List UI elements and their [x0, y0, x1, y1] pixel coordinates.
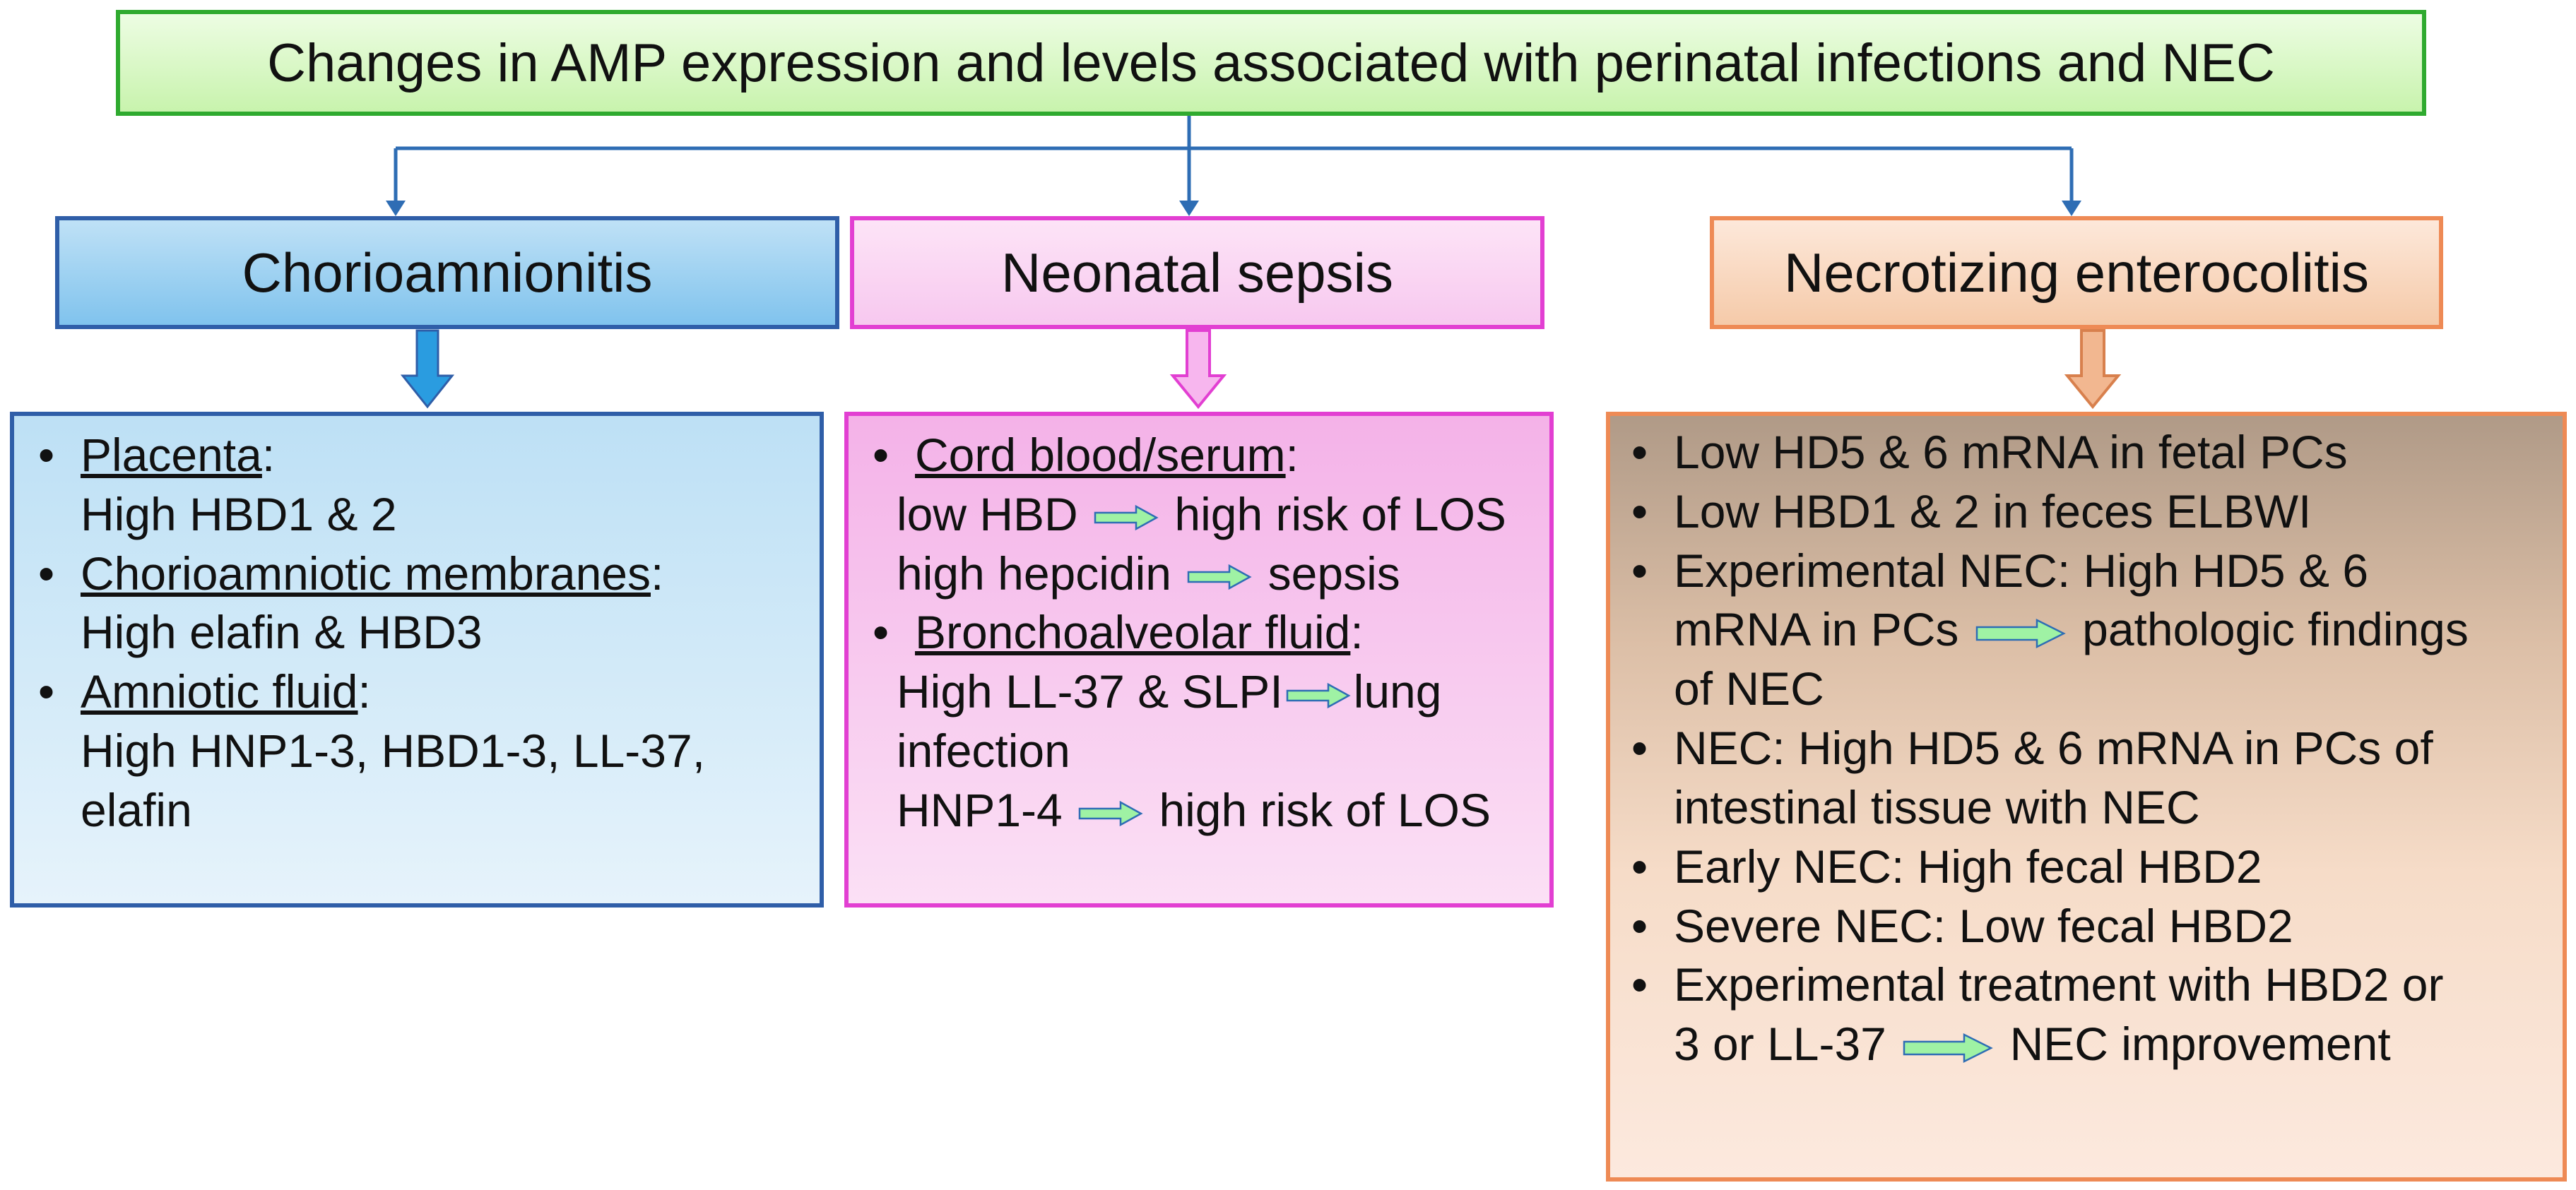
diagram-title: Changes in AMP expression and levels ass…: [116, 10, 2426, 116]
item-text: Severe NEC: Low fecal HBD2: [1674, 899, 2293, 952]
item-detail: 3 or LL-37 NEC improvement: [1627, 1015, 2553, 1074]
green-right-arrow-icon: [1078, 801, 1143, 827]
nec-down-arrow: [2064, 329, 2122, 410]
item-label: Amniotic fluid: [81, 665, 358, 718]
item-detail: elafin: [81, 783, 192, 836]
list-item: • Experimental treatment with HBD2 or: [1627, 956, 2553, 1015]
list-item: • Severe NEC: Low fecal HBD2: [1627, 897, 2553, 956]
green-right-arrow-icon: [1975, 618, 2066, 649]
detail-text: low HBD: [897, 487, 1078, 540]
list-item: • Experimental NEC: High HD5 & 6: [1627, 542, 2553, 601]
green-right-arrow-icon: [1903, 1033, 1994, 1063]
list-item: • Cord blood/serum:: [868, 426, 1537, 485]
connector-arrowheads: [386, 201, 2081, 216]
green-right-arrow-icon: [1188, 564, 1252, 590]
tree-connector: [394, 116, 2074, 205]
colon: :: [1285, 429, 1299, 481]
item-text: Low HD5 & 6 mRNA in fetal PCs: [1674, 426, 2348, 478]
list-item: • Bronchoalveolar fluid:: [868, 603, 1537, 662]
sepsis-down-arrow: [1169, 329, 1227, 410]
colon: :: [651, 547, 664, 600]
colon: :: [261, 429, 276, 481]
list-item: • Amniotic fluid:: [34, 662, 807, 722]
item-detail: infection: [897, 725, 1070, 778]
item-detail: High LL-37 & SLPI lung: [868, 662, 1537, 722]
neonatal-sepsis-header: Neonatal sepsis: [850, 216, 1544, 329]
detail-text: high risk of LOS: [1174, 487, 1506, 540]
item-detail: High HBD1 & 2: [81, 487, 397, 540]
detail-text: sepsis: [1268, 547, 1400, 600]
item-text: Low HBD1 & 2 in feces ELBWI: [1674, 484, 2312, 537]
detail-text: high hepcidin: [897, 547, 1171, 600]
item-detail: high hepcidin sepsis: [868, 545, 1537, 604]
detail-text: mRNA in PCs: [1674, 603, 1959, 656]
item-text: Experimental NEC: High HD5 & 6: [1674, 544, 2369, 597]
nec-header: Necrotizing enterocolitis: [1710, 216, 2443, 329]
bullet: •: [1631, 958, 1648, 1011]
item-text: NEC: High HD5 & 6 mRNA in PCs of: [1674, 722, 2433, 775]
bullet: •: [873, 606, 890, 659]
item-label: Placenta: [81, 429, 262, 481]
list-item: • Placenta:: [34, 426, 807, 485]
neonatal-sepsis-panel: • Cord blood/serum: low HBD high risk of…: [844, 412, 1554, 908]
bullet: •: [38, 429, 55, 481]
bullet: •: [1631, 426, 1648, 478]
green-right-arrow-icon: [1286, 682, 1351, 708]
bullet: •: [1631, 484, 1648, 537]
item-detail: low HBD high risk of LOS: [868, 485, 1537, 545]
detail-text: HNP1-4: [897, 783, 1063, 836]
bullet: •: [1631, 840, 1648, 893]
list-item: • NEC: High HD5 & 6 mRNA in PCs of: [1627, 719, 2553, 778]
item-detail: HNP1-4 high risk of LOS: [868, 781, 1537, 840]
bullet: •: [1631, 722, 1648, 775]
item-detail: of NEC: [1674, 662, 1824, 715]
item-label: Cord blood/serum: [915, 429, 1286, 481]
item-label: Chorioamniotic membranes: [81, 547, 651, 600]
detail-text: 3 or LL-37: [1674, 1018, 1886, 1071]
bullet: •: [38, 665, 55, 718]
chorioamnionitis-panel: • Placenta: High HBD1 & 2 • Chorioamniot…: [10, 412, 824, 908]
detail-text: NEC improvement: [2009, 1018, 2391, 1071]
item-text: Experimental treatment with HBD2 or: [1674, 958, 2444, 1011]
list-item: • Chorioamniotic membranes:: [34, 545, 807, 604]
list-item: • Early NEC: High fecal HBD2: [1627, 838, 2553, 897]
colon: :: [358, 665, 371, 718]
list-item: • Low HD5 & 6 mRNA in fetal PCs: [1627, 423, 2553, 482]
detail-text: lung: [1353, 665, 1442, 718]
bullet: •: [1631, 544, 1648, 597]
chorioamnionitis-down-arrow: [400, 329, 455, 409]
bullet: •: [1631, 899, 1648, 952]
detail-text: pathologic findings: [2082, 603, 2469, 656]
colon: :: [1350, 606, 1364, 659]
item-label: Bronchoalveolar fluid: [915, 606, 1351, 659]
nec-panel: • Low HD5 & 6 mRNA in fetal PCs • Low HB…: [1606, 412, 2567, 1182]
list-item: • Low HBD1 & 2 in feces ELBWI: [1627, 482, 2553, 542]
bullet: •: [38, 547, 55, 600]
green-right-arrow-icon: [1094, 505, 1159, 531]
item-detail: High elafin & HBD3: [81, 606, 483, 659]
detail-text: high risk of LOS: [1159, 783, 1491, 836]
item-detail: mRNA in PCs pathologic findings: [1627, 600, 2553, 660]
bullet: •: [873, 429, 890, 481]
item-detail: intestinal tissue with NEC: [1674, 780, 2200, 833]
chorioamnionitis-header: Chorioamnionitis: [55, 216, 839, 329]
item-text: Early NEC: High fecal HBD2: [1674, 840, 2262, 893]
item-detail: High HNP1-3, HBD1-3, LL-37,: [81, 725, 706, 778]
detail-text: High LL-37 & SLPI: [897, 665, 1283, 718]
